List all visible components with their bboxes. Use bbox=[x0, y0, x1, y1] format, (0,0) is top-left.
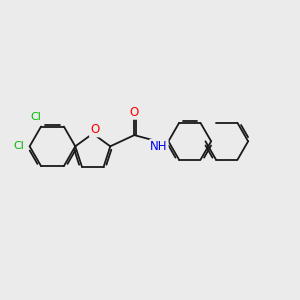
Text: O: O bbox=[130, 106, 139, 119]
Text: Cl: Cl bbox=[30, 112, 41, 122]
Text: O: O bbox=[90, 123, 99, 136]
Text: NH: NH bbox=[150, 140, 168, 153]
Text: Cl: Cl bbox=[13, 141, 24, 151]
